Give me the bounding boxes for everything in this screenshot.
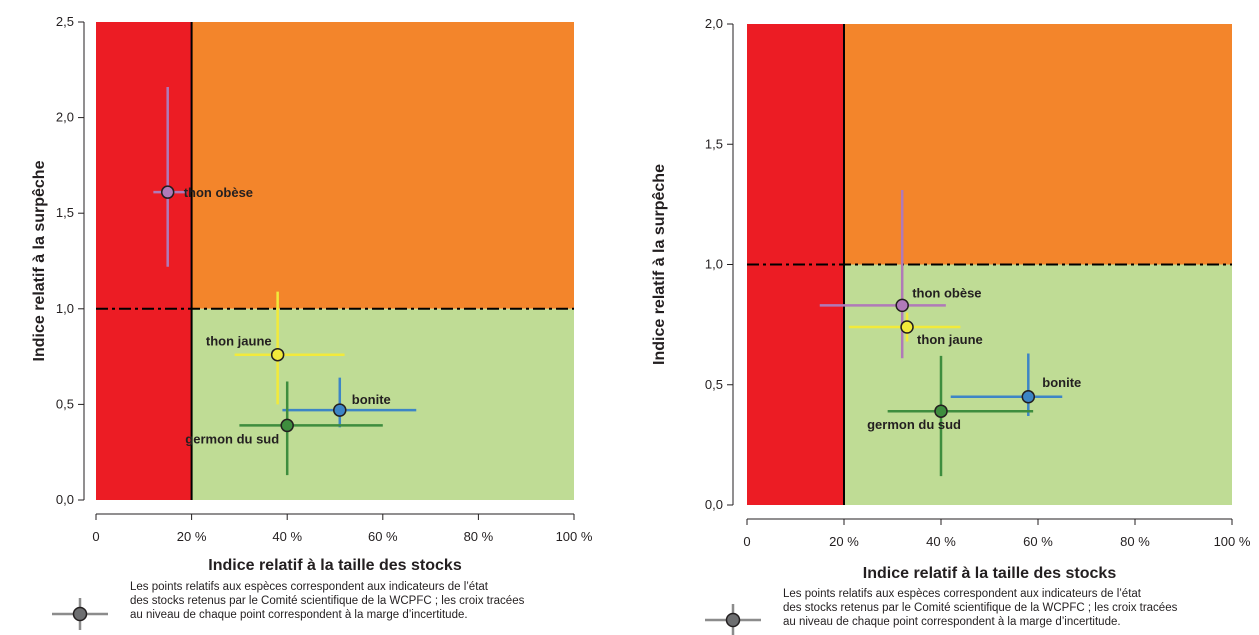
y-axis-title: Indice relatif à la surpêche	[31, 160, 48, 361]
green-zone	[191, 308, 574, 500]
uncertainty-legend: Les points relatifs aux espèces correspo…	[52, 581, 525, 630]
species-point	[895, 298, 909, 313]
species-point-group: germon du sud	[867, 355, 1034, 477]
y-tick-label: 2,0	[705, 16, 723, 31]
x-axis-title: Indice relatif à la taille des stocks	[208, 557, 462, 574]
species-label: thon obèse	[184, 185, 253, 200]
species-point	[934, 404, 948, 418]
y-tick-label: 2,5	[56, 14, 74, 29]
x-tick-label: 20 %	[829, 534, 859, 549]
species-label: germon du sud	[867, 417, 961, 432]
x-tick-label: 40 %	[926, 534, 956, 549]
y-tick-label: 2,0	[56, 110, 74, 125]
legend-point-icon	[72, 606, 88, 622]
x-tick-label: 60 %	[1023, 534, 1053, 549]
species-point	[160, 185, 175, 199]
legend-text-line: des stocks retenus par le Comité scienti…	[130, 595, 525, 607]
species-label: bonite	[352, 392, 391, 407]
x-tick-label: 80 %	[464, 529, 494, 544]
chart-2: 0,0 0,5 1,0 1,5 2,0 0 20 % 40 % 60 % 80 % 100 % Ind…	[651, 16, 1251, 635]
uncertainty-legend: Les points relatifs aux espèces correspo…	[705, 588, 1178, 635]
species-label: thon jaune	[917, 332, 983, 347]
species-label: thon obèse	[912, 285, 981, 300]
legend-text-line: au niveau de chaque point correspondent …	[783, 616, 1121, 628]
x-tick-label: 80 %	[1120, 534, 1150, 549]
y-tick-label: 1,0	[56, 301, 74, 316]
species-point-group: bonite	[282, 377, 417, 428]
y-tick-label: 1,0	[705, 257, 723, 272]
y-tick-label: 0,5	[705, 377, 723, 392]
orange-zone	[191, 22, 574, 309]
species-point	[280, 418, 294, 433]
x-tick-label: 100 %	[556, 529, 593, 544]
y-tick-label: 1,5	[56, 205, 74, 220]
red-zone	[96, 22, 192, 500]
x-tick-label: 60 %	[368, 529, 398, 544]
species-point	[900, 320, 914, 334]
legend-point-icon	[725, 612, 741, 628]
legend-text-line: des stocks retenus par le Comité scienti…	[783, 602, 1178, 614]
chart-1: 0,0 0,5 1,0 1,5 2,0 2,5 0 20 % 40 % 60 % 80 % 100 %…	[31, 14, 593, 630]
x-tick-label: 0	[92, 529, 99, 544]
orange-zone	[844, 24, 1232, 265]
y-tick-label: 0,5	[56, 396, 74, 411]
species-point	[270, 347, 285, 362]
species-point	[1021, 390, 1036, 404]
x-axis-title: Indice relatif à la taille des stocks	[863, 565, 1117, 582]
x-tick-label: 100 %	[1214, 534, 1251, 549]
legend-text-line: Les points relatifs aux espèces correspo…	[130, 581, 489, 593]
species-label: germon du sud	[185, 431, 279, 446]
species-point-group: germon du sud	[185, 381, 383, 476]
y-tick-label: 0,0	[56, 492, 74, 507]
species-point-group: bonite	[950, 353, 1081, 417]
species-point	[333, 403, 347, 417]
x-tick-label: 0	[743, 534, 750, 549]
species-point-group: thon jaune	[206, 291, 345, 405]
y-tick-label: 0,0	[705, 497, 723, 512]
legend-text-line: au niveau de chaque point correspondent …	[130, 609, 468, 621]
species-point-group: thon jaune	[848, 312, 983, 347]
species-label: bonite	[1042, 375, 1081, 390]
legend-text-line: Les points relatifs aux espèces correspo…	[783, 588, 1142, 600]
species-label: thon jaune	[206, 334, 272, 349]
x-tick-label: 20 %	[177, 529, 207, 544]
species-point-group: thon obèse	[153, 87, 253, 267]
y-axis-title: Indice relatif à la surpêche	[651, 164, 668, 365]
y-tick-label: 1,5	[705, 136, 723, 151]
x-tick-label: 40 %	[272, 529, 302, 544]
